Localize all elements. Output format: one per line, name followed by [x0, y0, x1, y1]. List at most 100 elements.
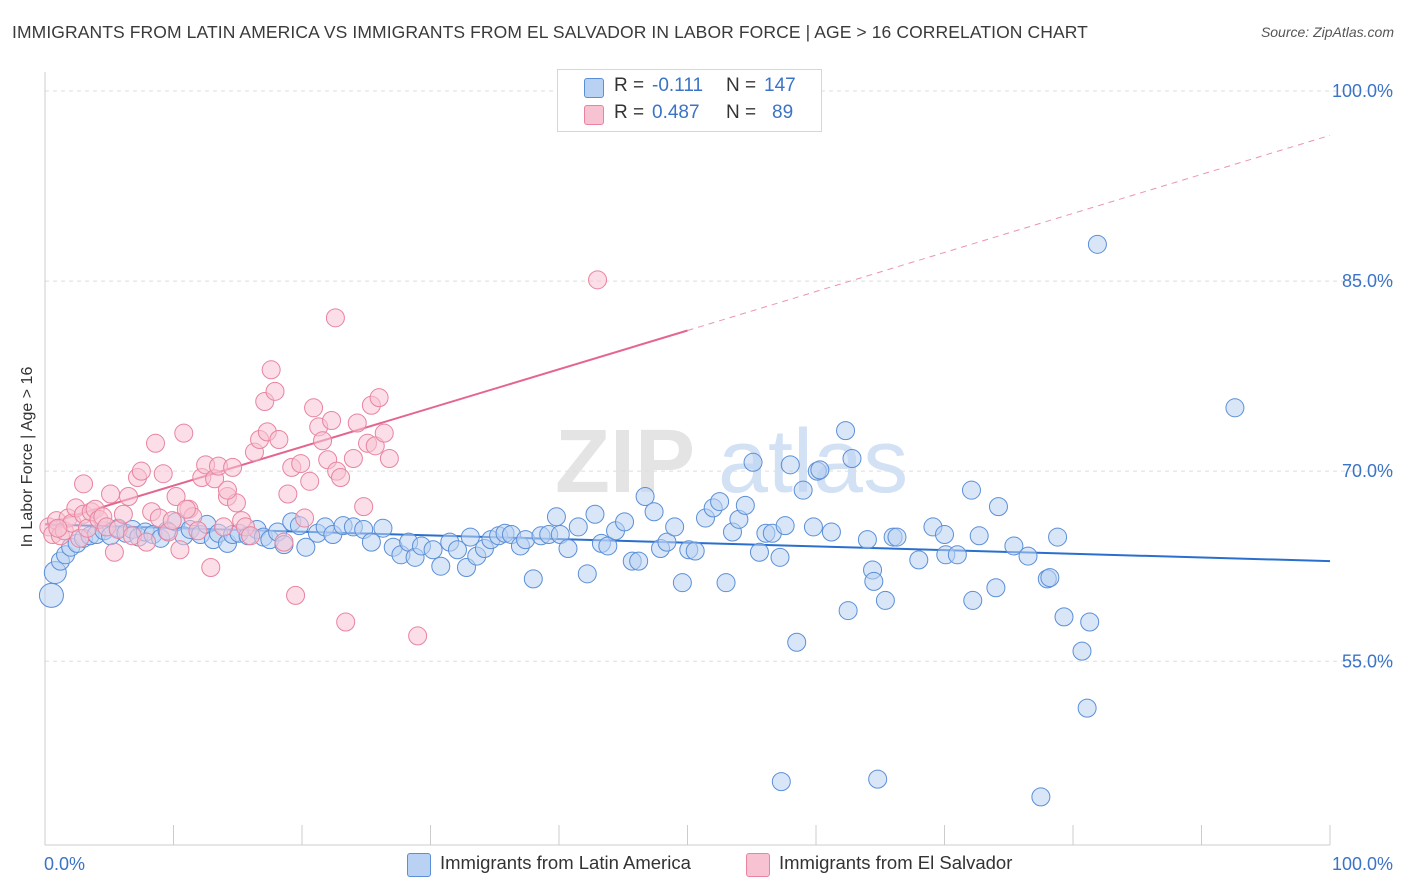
point-latin-america	[787, 632, 807, 652]
point-latin-america	[672, 573, 692, 593]
point-el-salvador	[131, 461, 151, 481]
point-latin-america	[38, 582, 64, 608]
point-latin-america	[1054, 607, 1074, 627]
point-el-salvador	[223, 457, 243, 477]
series-el-salvador	[39, 270, 608, 646]
point-latin-america	[431, 556, 451, 576]
point-el-salvador	[379, 449, 399, 468]
point-latin-america	[1048, 527, 1068, 547]
point-el-salvador	[217, 480, 237, 500]
point-latin-america	[988, 497, 1008, 517]
point-latin-america	[771, 772, 791, 792]
point-el-salvador	[241, 526, 261, 546]
point-latin-america	[775, 516, 795, 536]
axes	[44, 72, 1331, 846]
point-latin-america	[716, 573, 736, 593]
point-el-salvador	[588, 270, 608, 290]
y-tick-label: 70.0%	[1342, 461, 1393, 481]
legend-swatch-blue	[584, 78, 604, 98]
point-el-salvador	[300, 471, 320, 491]
point-el-salvador	[304, 398, 324, 418]
point-latin-america	[635, 487, 655, 507]
point-el-salvador	[313, 431, 333, 451]
point-latin-america	[1018, 546, 1038, 566]
point-latin-america	[842, 449, 862, 468]
point-el-salvador	[48, 518, 68, 538]
point-el-salvador	[201, 557, 221, 577]
point-latin-america	[1031, 787, 1051, 807]
point-latin-america	[644, 502, 664, 522]
point-el-salvador	[286, 585, 306, 605]
point-latin-america	[1225, 398, 1245, 418]
y-axis-label: In Labor Force | Age > 16	[19, 366, 36, 548]
point-el-salvador	[174, 423, 194, 443]
point-latin-america	[963, 590, 983, 610]
point-el-salvador	[146, 433, 166, 453]
stats-legend: R = -0.111 N = 147 R = 0.487 N = 89	[557, 69, 822, 132]
legend-r-label: R =	[614, 102, 645, 123]
point-latin-america	[558, 538, 578, 558]
chart-title: IMMIGRANTS FROM LATIN AMERICA VS IMMIGRA…	[12, 22, 1088, 42]
point-el-salvador	[74, 474, 94, 494]
source-credit: Source: ZipAtlas.com	[1260, 24, 1394, 40]
point-el-salvador	[269, 429, 289, 449]
point-latin-america	[296, 537, 316, 557]
x-tick-label: 100.0%	[1332, 854, 1393, 874]
point-latin-america	[803, 517, 823, 537]
point-latin-america	[909, 550, 929, 570]
point-latin-america	[838, 601, 858, 621]
point-latin-america	[568, 517, 588, 537]
y-tick-label: 100.0%	[1332, 81, 1393, 101]
point-latin-america	[1004, 536, 1024, 556]
legend-label: Immigrants from El Salvador	[779, 852, 1013, 873]
point-el-salvador	[137, 532, 157, 552]
legend-r-value: -0.111	[652, 75, 704, 96]
watermark-zip: ZIP	[555, 412, 695, 512]
legend-n-value: 89	[772, 102, 794, 123]
point-latin-america	[770, 547, 790, 567]
point-latin-america	[864, 571, 884, 591]
legend-r-label: R =	[614, 75, 645, 96]
legend-n-label: N =	[726, 75, 757, 96]
point-latin-america	[615, 512, 635, 532]
point-latin-america	[1080, 612, 1100, 632]
point-latin-america	[836, 421, 856, 441]
point-latin-america	[423, 540, 443, 560]
point-el-salvador	[336, 612, 356, 632]
point-el-salvador	[170, 540, 190, 560]
point-el-salvador	[331, 468, 351, 488]
point-latin-america	[749, 542, 769, 562]
point-latin-america	[546, 507, 566, 527]
point-latin-america	[961, 480, 981, 500]
point-latin-america	[373, 518, 393, 538]
point-el-salvador	[153, 464, 173, 484]
point-el-salvador	[408, 626, 428, 646]
point-latin-america	[793, 480, 813, 500]
legend-label: Immigrants from Latin America	[440, 852, 691, 873]
y-tick-label: 55.0%	[1342, 651, 1393, 671]
point-latin-america	[447, 540, 467, 560]
point-latin-america	[810, 460, 830, 480]
legend-n-value: 147	[764, 75, 796, 96]
point-latin-america	[577, 564, 597, 584]
point-el-salvador	[322, 410, 342, 430]
point-latin-america	[629, 551, 649, 571]
point-el-salvador	[176, 499, 196, 519]
point-latin-america	[1040, 568, 1060, 588]
point-latin-america	[868, 769, 888, 789]
point-el-salvador	[354, 497, 374, 517]
point-latin-america	[986, 578, 1006, 598]
point-el-salvador	[104, 542, 124, 562]
point-el-salvador	[162, 511, 182, 531]
point-latin-america	[523, 569, 543, 589]
point-latin-america	[735, 495, 755, 515]
point-latin-america	[887, 527, 907, 547]
point-el-salvador	[274, 532, 294, 552]
point-latin-america	[935, 525, 954, 545]
legend-r-value: 0.487	[652, 102, 700, 123]
legend-swatch-pink	[746, 853, 770, 877]
point-el-salvador	[101, 484, 121, 504]
point-el-salvador	[261, 360, 281, 380]
point-el-salvador	[369, 388, 389, 408]
